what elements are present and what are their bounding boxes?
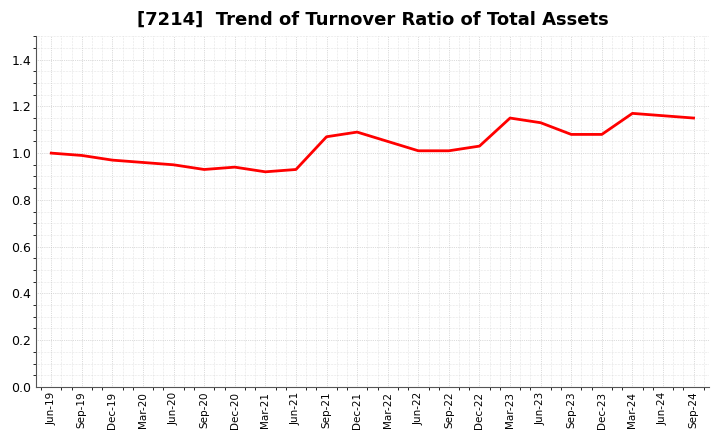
Title: [7214]  Trend of Turnover Ratio of Total Assets: [7214] Trend of Turnover Ratio of Total … (137, 11, 608, 29)
